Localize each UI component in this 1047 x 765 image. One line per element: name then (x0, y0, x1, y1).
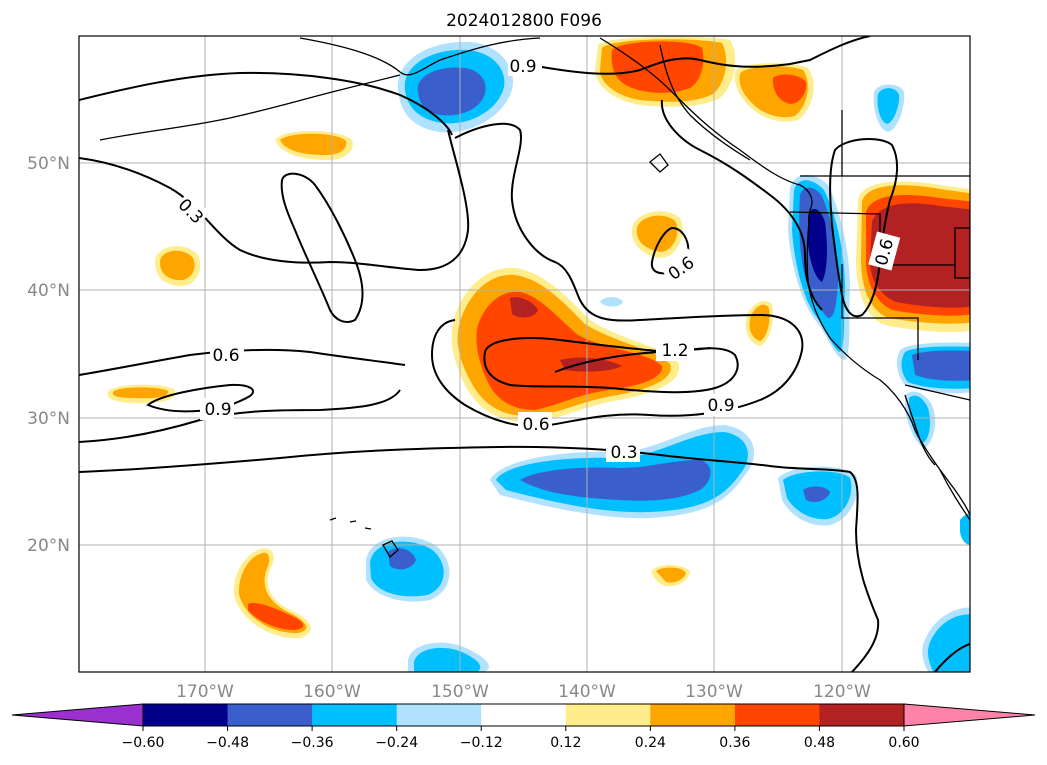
lon-label-140W: 140°W (558, 682, 616, 702)
colorbar-segment (734, 704, 820, 726)
cool-region-rockies-north-core (877, 88, 900, 124)
state-border-3 (954, 227, 970, 279)
longitude-labels: 170°W 160°W 150°W 140°W 130°W 120°W (176, 682, 871, 702)
cool-region-southwest-core (912, 350, 970, 381)
cool-region-southeast-core (927, 614, 970, 672)
map-content: 0.9 0.3 0.6 0.9 0.6 1.2 0.9 0.6 0.3 0.6 (79, 36, 970, 672)
warm-region-west-subtropic-core (112, 387, 169, 399)
warm-region-bc-coast-core (772, 74, 807, 104)
lon-label-130W: 130°W (685, 682, 743, 702)
colorbar-extend-min (11, 703, 144, 727)
cool-region-west-coast-max (808, 208, 827, 282)
warm-region-central-max2 (560, 357, 622, 372)
contour-0.9-west-loop (146, 383, 255, 413)
latitude-labels: 50°N 40°N 30°N 20°N (27, 154, 70, 556)
contour-label-0.9-west: 0.9 (204, 400, 231, 420)
contour-loop-north (79, 71, 453, 136)
cool-region-tropical-south-core (414, 647, 481, 672)
warm-region-hawaii-west-core (248, 602, 304, 630)
lat-label-50N: 50°N (27, 154, 70, 174)
warm-region-ca-offshore-core (749, 304, 770, 341)
us-mexico-border (904, 384, 970, 401)
coastline-baja (904, 394, 936, 466)
lat-label-40N: 40°N (27, 281, 70, 301)
colorbar-segment (650, 704, 736, 726)
colorbar-segment (481, 704, 567, 726)
contour-0.6-lower (79, 389, 401, 443)
contour-0.6-west (79, 348, 406, 376)
lon-label-120W: 120°W (813, 682, 871, 702)
colorbar-segment (143, 704, 229, 726)
contour-0.3-south (79, 445, 880, 672)
colorbar-tick-label: 0.60 (888, 735, 919, 751)
colorbar-tick-label: −0.36 (291, 735, 334, 751)
contour-label-0.3-south: 0.3 (610, 443, 637, 463)
coastline-panhandle (599, 37, 813, 211)
contour-0.6-east (829, 138, 898, 318)
warm-region-panhandle-core (611, 41, 704, 93)
contour-se-corner (934, 643, 970, 672)
hawaii-big-island (382, 540, 399, 559)
contour-1.2-inner (483, 337, 739, 394)
colorbar: −0.60 −0.48 −0.36 −0.24 −0.12 0.12 0.24 0.36 0.4… (11, 703, 1036, 751)
colorbar-tick-label: 0.12 (550, 735, 581, 751)
colorbar-segment (396, 704, 482, 726)
coastline-mexico (939, 469, 970, 521)
contour-central-big (430, 122, 804, 428)
cool-region-east-subtropic-core (803, 486, 830, 503)
lon-label-170W: 170°W (176, 682, 234, 702)
cool-region-subtropical-band-core (520, 460, 711, 501)
cool-region-small-spot (600, 297, 623, 307)
lat-label-20N: 20°N (27, 536, 70, 556)
lat-label-30N: 30°N (27, 409, 70, 429)
lon-label-150W: 150°W (431, 682, 489, 702)
contour-label-1.2: 1.2 (661, 341, 688, 361)
warm-region-central-max (510, 297, 538, 318)
contour-0.3-west (79, 129, 470, 272)
coastline-alaska (299, 37, 541, 76)
contour-label-0.6-west: 0.6 (212, 346, 239, 366)
colorbar-extend-max (903, 703, 1036, 727)
coastline-aleutians (99, 74, 401, 141)
colorbar-segment (565, 704, 651, 726)
warm-region-offshore-core (636, 215, 678, 252)
colorbar-tick-label: 0.48 (804, 735, 835, 751)
cool-region-hawaii-core (388, 548, 416, 570)
map-frame (78, 35, 971, 673)
warm-region-us-interior-max (870, 203, 970, 308)
colorbar-segment (819, 704, 905, 726)
contour-label-0.6-central: 0.6 (522, 415, 549, 435)
contour-0.9-north (529, 36, 871, 75)
lon-label-160W: 160°W (303, 682, 361, 702)
colorbar-tick-label: −0.12 (460, 735, 503, 751)
colorbar-tick-label: −0.60 (122, 735, 165, 751)
chart-title: 2024012800 F096 (446, 11, 602, 31)
hawaii-islands (329, 517, 372, 530)
colorbar-segment (312, 704, 398, 726)
contour-label-0.9-east: 0.9 (707, 396, 734, 416)
contour-label-0.9-north: 0.9 (509, 57, 536, 77)
warm-region-midpacific-north-core (160, 250, 195, 281)
cool-region-mexico-coast (960, 512, 970, 546)
line-contours (79, 36, 970, 672)
colorbar-segment (227, 704, 313, 726)
cool-region-gulf-alaska-center (417, 67, 486, 116)
warm-region-central-core (476, 291, 663, 410)
coastline-bc-inner (659, 44, 751, 161)
colorbar-tick-label: −0.24 (375, 735, 418, 751)
colorbar-tick-label: 0.24 (635, 735, 666, 751)
colorbar-tick-label: −0.48 (206, 735, 249, 751)
colorbar-tick-label: 0.36 (719, 735, 750, 751)
warm-region-tropical-spot-core (656, 567, 686, 583)
cool-region-baja-core (909, 395, 931, 443)
contour-coast-north (660, 99, 823, 311)
warm-region-aleutian-core (280, 133, 347, 155)
contour-0.6-inner-loop (280, 172, 364, 323)
island-small (649, 153, 669, 173)
colorbar-outline (142, 703, 905, 727)
